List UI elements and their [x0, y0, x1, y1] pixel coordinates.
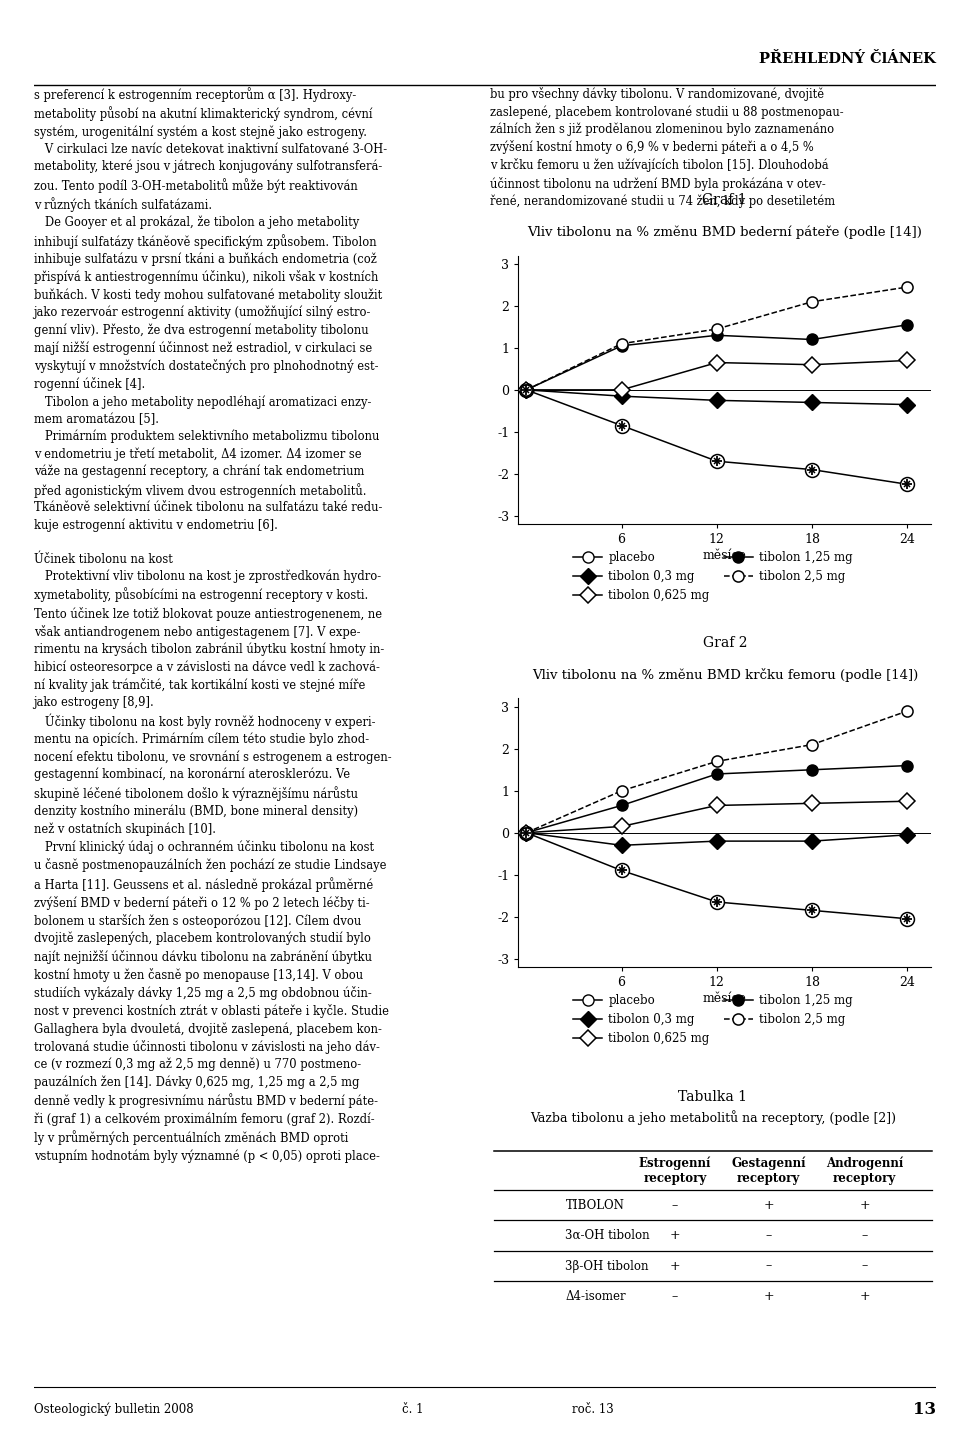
Text: –: –	[861, 1230, 868, 1241]
Text: 13: 13	[913, 1401, 936, 1417]
X-axis label: měsíce: měsíce	[703, 549, 747, 562]
Text: Estrogenní
receptory: Estrogenní receptory	[638, 1156, 711, 1185]
Legend: placebo, tibolon 0,3 mg, tibolon 0,625 mg, tibolon 1,25 mg, tibolon 2,5 mg: placebo, tibolon 0,3 mg, tibolon 0,625 m…	[568, 546, 857, 607]
Text: Graf 2: Graf 2	[703, 636, 747, 650]
Text: Δ4-isomer: Δ4-isomer	[565, 1289, 626, 1302]
Text: +: +	[669, 1230, 681, 1241]
Text: –: –	[861, 1259, 868, 1272]
Text: Vliv tibolonu na % změnu BMD bederní páteře (podle [14]): Vliv tibolonu na % změnu BMD bederní pát…	[527, 227, 923, 240]
Text: +: +	[763, 1199, 774, 1212]
Text: –: –	[765, 1230, 772, 1241]
Text: +: +	[669, 1259, 681, 1272]
Text: TIBOLON: TIBOLON	[565, 1199, 624, 1212]
Text: Gestagenní
receptory: Gestagenní receptory	[732, 1156, 805, 1185]
Text: +: +	[859, 1199, 870, 1212]
Text: Graf 1: Graf 1	[703, 193, 747, 208]
Text: Androgenní
receptory: Androgenní receptory	[826, 1156, 903, 1185]
Text: s preferencí k estrogenním receptorům α [3]. Hydroxy-
metabolity působí na akutn: s preferencí k estrogenním receptorům α …	[34, 87, 392, 1163]
Text: roč. 13: roč. 13	[572, 1403, 614, 1416]
Text: 3α-OH tibolon: 3α-OH tibolon	[565, 1230, 650, 1241]
Text: PŘEHLEDNÝ ČlÁNEK: PŘEHLEDNÝ ČlÁNEK	[759, 52, 936, 65]
Legend: placebo, tibolon 0,3 mg, tibolon 0,625 mg, tibolon 1,25 mg, tibolon 2,5 mg: placebo, tibolon 0,3 mg, tibolon 0,625 m…	[568, 989, 857, 1050]
X-axis label: měsíce: měsíce	[703, 992, 747, 1005]
Text: –: –	[765, 1259, 772, 1272]
Text: č. 1: č. 1	[402, 1403, 423, 1416]
Text: –: –	[672, 1289, 678, 1302]
Text: Osteologický bulletin 2008: Osteologický bulletin 2008	[34, 1403, 193, 1416]
Text: –: –	[672, 1199, 678, 1212]
Text: +: +	[763, 1289, 774, 1302]
Text: Vazba tibolonu a jeho metabolitů na receptory, (podle [2]): Vazba tibolonu a jeho metabolitů na rece…	[530, 1111, 896, 1125]
Text: Vliv tibolonu na % změnu BMD krčku femoru (podle [14]): Vliv tibolonu na % změnu BMD krčku femor…	[532, 668, 918, 682]
Text: bu pro všechny dávky tibolonu. V randomizované, dvojitě
zaslepené, placebem kont: bu pro všechny dávky tibolonu. V randomi…	[490, 87, 843, 208]
Text: +: +	[859, 1289, 870, 1302]
Text: 3β-OH tibolon: 3β-OH tibolon	[565, 1259, 649, 1272]
Text: Tabulka 1: Tabulka 1	[679, 1090, 747, 1104]
